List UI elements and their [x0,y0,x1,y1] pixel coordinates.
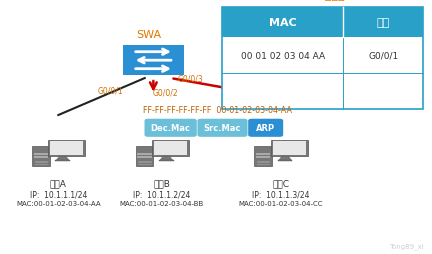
Text: IP:  10.1.1.3/24: IP: 10.1.1.3/24 [252,190,310,199]
Text: IP:  10.1.1.1/24: IP: 10.1.1.1/24 [30,190,87,199]
Text: MAC:00-01-02-03-04-BB: MAC:00-01-02-03-04-BB [120,200,204,206]
Text: ARP: ARP [256,124,275,133]
Text: MAC: MAC [269,18,297,28]
FancyBboxPatch shape [256,154,270,155]
FancyBboxPatch shape [123,46,184,76]
Text: MAC:00-01-02-03-04-AA: MAC:00-01-02-03-04-AA [16,200,101,206]
FancyBboxPatch shape [55,161,70,162]
FancyBboxPatch shape [48,140,86,156]
Text: G0/0/1: G0/0/1 [368,51,398,60]
FancyBboxPatch shape [278,161,292,162]
FancyBboxPatch shape [154,142,187,155]
Polygon shape [279,156,292,161]
Text: 接口: 接口 [377,18,390,28]
FancyBboxPatch shape [159,161,174,162]
Text: G0/0/3: G0/0/3 [177,74,203,83]
FancyBboxPatch shape [34,154,48,155]
FancyBboxPatch shape [32,147,50,166]
FancyBboxPatch shape [248,119,283,137]
Text: G0/0/1: G0/0/1 [97,86,123,95]
FancyBboxPatch shape [222,8,423,109]
Text: 主机C: 主机C [272,179,289,188]
Polygon shape [160,156,173,161]
Text: SWA: SWA [137,29,162,39]
FancyBboxPatch shape [270,140,308,156]
Text: Src.Mac: Src.Mac [204,124,241,133]
Text: Dec.Mac: Dec.Mac [151,124,191,133]
Text: FF-FF-FF-FF-FF-FF  00-01-02-03-04-AA: FF-FF-FF-FF-FF-FF 00-01-02-03-04-AA [143,106,292,115]
FancyBboxPatch shape [34,157,48,158]
FancyBboxPatch shape [137,157,152,158]
Text: 主机A: 主机A [50,179,67,188]
Text: G0/0/2: G0/0/2 [152,88,178,97]
FancyBboxPatch shape [137,154,152,155]
Text: 主机B: 主机B [153,179,171,188]
Text: MAC:00-01-02-03-04-CC: MAC:00-01-02-03-04-CC [238,200,323,206]
FancyBboxPatch shape [222,8,423,38]
FancyBboxPatch shape [136,147,153,166]
FancyBboxPatch shape [144,119,197,137]
FancyBboxPatch shape [256,157,270,158]
FancyBboxPatch shape [152,140,189,156]
Text: 00 01 02 03 04 AA: 00 01 02 03 04 AA [241,51,325,60]
FancyBboxPatch shape [254,147,272,166]
FancyBboxPatch shape [197,119,248,137]
Polygon shape [56,156,69,161]
FancyBboxPatch shape [273,142,305,155]
Text: IP:  10.1.1.2/24: IP: 10.1.1.2/24 [133,190,191,199]
FancyBboxPatch shape [50,142,83,155]
Text: Tong89_xi: Tong89_xi [389,242,423,249]
